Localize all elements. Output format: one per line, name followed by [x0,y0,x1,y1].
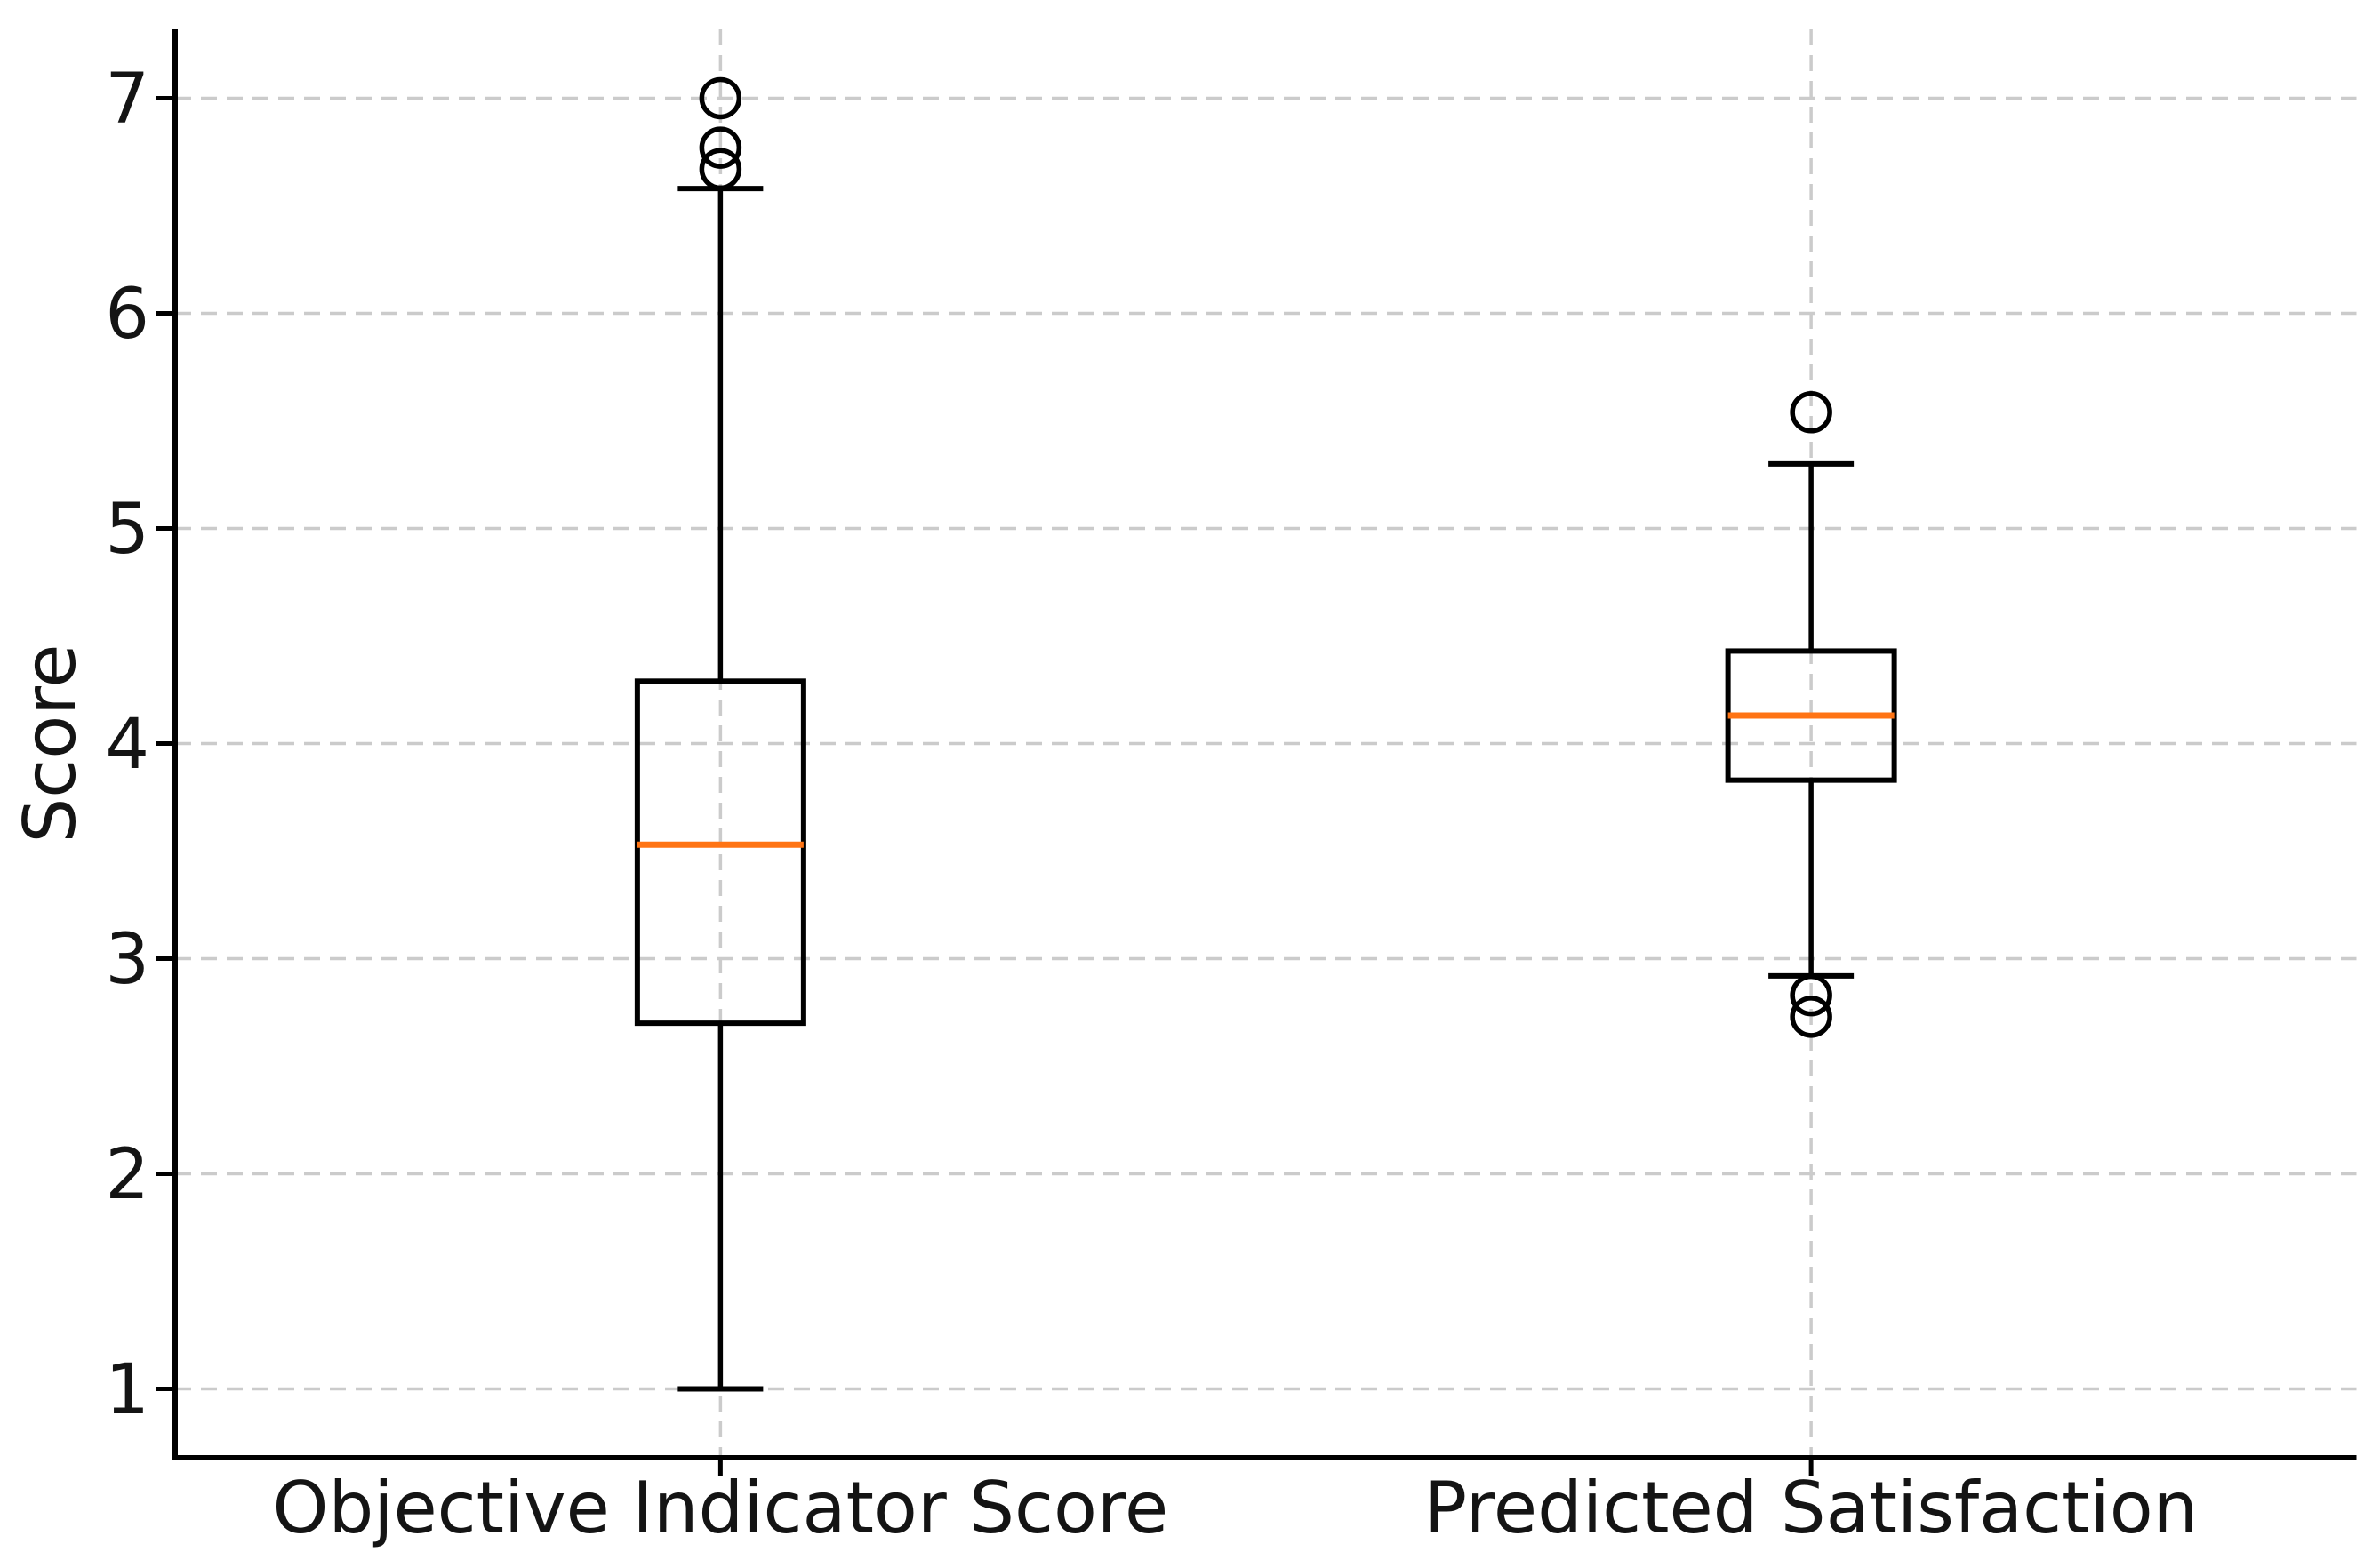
y-tick-label: 3 [105,920,149,1000]
outlier-point [699,148,742,191]
y-tick-label: 1 [105,1350,149,1430]
x-tick-label: Predicted Satisfaction [1424,1467,2198,1549]
y-tick-label: 6 [105,275,149,355]
y-tick-label: 7 [105,60,149,140]
outlier-point [1790,973,1832,1017]
y-axis-label: Score [9,644,92,843]
outlier-point [699,76,742,120]
box-iqr [634,678,806,1027]
y-tick-label: 5 [105,490,149,570]
outlier-point [1790,391,1832,434]
x-tick-label: Objective Indicator Score [272,1467,1168,1549]
outlier-point [1790,996,1832,1038]
outlier-point [699,126,742,169]
y-tick-label: 4 [105,705,149,785]
y-tick-label: 2 [105,1135,149,1215]
